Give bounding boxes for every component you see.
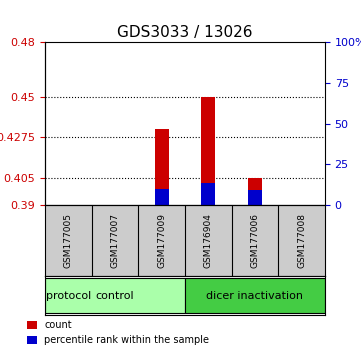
- Bar: [248, 178, 262, 205]
- Text: GSM177008: GSM177008: [297, 213, 306, 268]
- Bar: [248, 190, 262, 205]
- Text: GSM177009: GSM177009: [157, 213, 166, 268]
- Bar: [201, 183, 215, 205]
- Legend: count, percentile rank within the sample: count, percentile rank within the sample: [23, 316, 213, 349]
- Text: GSM176904: GSM176904: [204, 213, 213, 268]
- Text: dicer inactivation: dicer inactivation: [206, 291, 304, 301]
- Bar: [201, 97, 215, 205]
- Text: control: control: [96, 291, 134, 301]
- Bar: [155, 188, 169, 205]
- Title: GDS3033 / 13026: GDS3033 / 13026: [117, 25, 253, 40]
- Text: GSM177007: GSM177007: [110, 213, 119, 268]
- Text: GSM177005: GSM177005: [64, 213, 73, 268]
- Bar: [155, 129, 169, 205]
- FancyBboxPatch shape: [185, 278, 325, 313]
- FancyBboxPatch shape: [45, 278, 185, 313]
- Text: GSM177006: GSM177006: [251, 213, 260, 268]
- Text: protocol: protocol: [46, 291, 91, 301]
